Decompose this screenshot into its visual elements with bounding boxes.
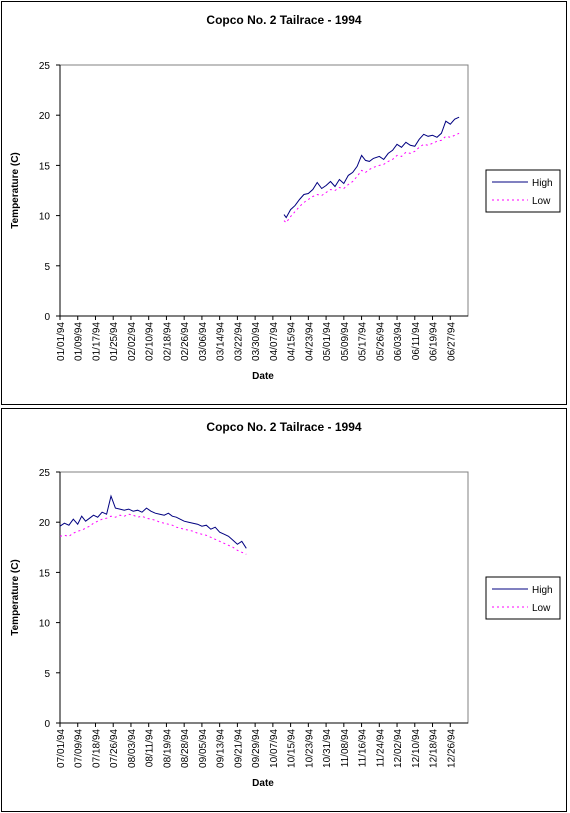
y-tick-label: 20 xyxy=(39,518,51,529)
y-tick-label: 25 xyxy=(39,468,51,479)
y-tick-label: 0 xyxy=(44,312,50,323)
x-tick-label: 06/19/94 xyxy=(429,322,440,361)
x-tick-label: 04/15/94 xyxy=(287,322,298,361)
legend-label-low: Low xyxy=(532,196,551,207)
legend-label-high: High xyxy=(532,585,553,596)
x-tick-label: 09/21/94 xyxy=(233,729,244,768)
legend-label-low: Low xyxy=(532,603,551,614)
x-tick-label: 07/26/94 xyxy=(109,729,120,768)
x-tick-label: 01/09/94 xyxy=(74,322,85,361)
x-tick-label: 08/19/94 xyxy=(162,729,173,768)
y-tick-label: 25 xyxy=(39,61,51,72)
x-tick-label: 11/24/94 xyxy=(375,729,386,768)
x-tick-label: 10/31/94 xyxy=(322,729,333,768)
x-tick-label: 09/13/94 xyxy=(216,729,227,768)
chart-svg-2: Copco No. 2 Tailrace - 1994 0 5 10 15 20 25 07/… xyxy=(10,420,561,789)
y-tick-label: 20 xyxy=(39,111,51,122)
x-tick-label: 02/26/94 xyxy=(180,322,191,361)
series-line-low xyxy=(59,513,247,555)
legend: High Low xyxy=(485,169,561,213)
y-tick-label: 10 xyxy=(39,619,51,630)
chart-panel-2: Copco No. 2 Tailrace - 1994 0 5 10 15 20 25 07/… xyxy=(1,408,567,812)
x-tick-label: 07/18/94 xyxy=(91,729,102,768)
x-tick-label: 05/09/94 xyxy=(340,322,351,361)
x-tick-label: 07/01/94 xyxy=(56,729,67,768)
x-tick-label: 09/05/94 xyxy=(198,729,209,768)
x-tick-label: 06/11/94 xyxy=(411,322,422,361)
x-tick-label: 03/30/94 xyxy=(251,322,262,361)
x-tick-label: 01/17/94 xyxy=(91,322,102,361)
x-tick-label: 11/16/94 xyxy=(358,729,369,768)
y-tick-label: 10 xyxy=(39,212,51,223)
x-tick-label: 08/28/94 xyxy=(180,729,191,768)
x-tick-label: 02/10/94 xyxy=(145,322,156,361)
y-tick-label: 5 xyxy=(44,262,50,273)
chart-panel-1: Copco No. 2 Tailrace - 1994 0 5 10 15 20 25 01/… xyxy=(1,1,567,405)
x-tick-label: 09/29/94 xyxy=(251,729,262,768)
y-tick-label: 15 xyxy=(39,161,51,172)
x-tick-label: 11/08/94 xyxy=(340,729,351,768)
x-tick-label: 05/26/94 xyxy=(375,322,386,361)
series-line-high xyxy=(59,494,247,549)
x-tick-label: 08/11/94 xyxy=(145,729,156,768)
series-line-low xyxy=(283,132,460,224)
x-tick-label: 12/26/94 xyxy=(446,729,457,768)
x-tick-label: 07/09/94 xyxy=(74,729,85,768)
chart-title: Copco No. 2 Tailrace - 1994 xyxy=(206,420,361,434)
x-tick-label: 08/03/94 xyxy=(127,729,138,768)
x-tick-label: 01/01/94 xyxy=(56,322,67,361)
plot-area xyxy=(59,64,469,317)
x-tick-label: 06/27/94 xyxy=(446,322,457,361)
x-tick-label: 05/01/94 xyxy=(322,322,333,361)
x-tick-label: 10/15/94 xyxy=(287,729,298,768)
legend-label-high: High xyxy=(532,178,553,189)
y-tick-label: 5 xyxy=(44,669,50,680)
x-tick-label: 02/18/94 xyxy=(162,322,173,361)
x-tick-label: 06/03/94 xyxy=(393,322,404,361)
y-axis-title: Temperature (C) xyxy=(10,559,21,636)
x-tick-label: 01/25/94 xyxy=(109,322,120,361)
series-line-high xyxy=(283,116,460,219)
y-tick-label: 0 xyxy=(44,719,50,730)
x-tick-label: 05/17/94 xyxy=(358,322,369,361)
x-tick-label: 03/06/94 xyxy=(198,322,209,361)
legend: High Low xyxy=(485,576,561,620)
x-axis-title: Date xyxy=(252,371,274,382)
x-tick-label: 02/02/94 xyxy=(127,322,138,361)
chart-title: Copco No. 2 Tailrace - 1994 xyxy=(206,13,361,27)
x-tick-label: 10/23/94 xyxy=(304,729,315,768)
x-tick-label: 03/14/94 xyxy=(216,322,227,361)
x-axis-title: Date xyxy=(252,778,274,789)
y-tick-label: 15 xyxy=(39,568,51,579)
x-tick-label: 04/07/94 xyxy=(269,322,280,361)
x-tick-label: 12/18/94 xyxy=(429,729,440,768)
x-tick-label: 10/07/94 xyxy=(269,729,280,768)
x-tick-label: 04/23/94 xyxy=(304,322,315,361)
y-axis-title: Temperature (C) xyxy=(10,152,21,229)
chart-svg-1: Copco No. 2 Tailrace - 1994 0 5 10 15 20 25 01/… xyxy=(10,13,561,382)
x-tick-label: 12/10/94 xyxy=(411,729,422,768)
x-tick-label: 03/22/94 xyxy=(233,322,244,361)
legend-box xyxy=(485,576,561,620)
legend-box xyxy=(485,169,561,213)
x-tick-label: 12/02/94 xyxy=(393,729,404,768)
